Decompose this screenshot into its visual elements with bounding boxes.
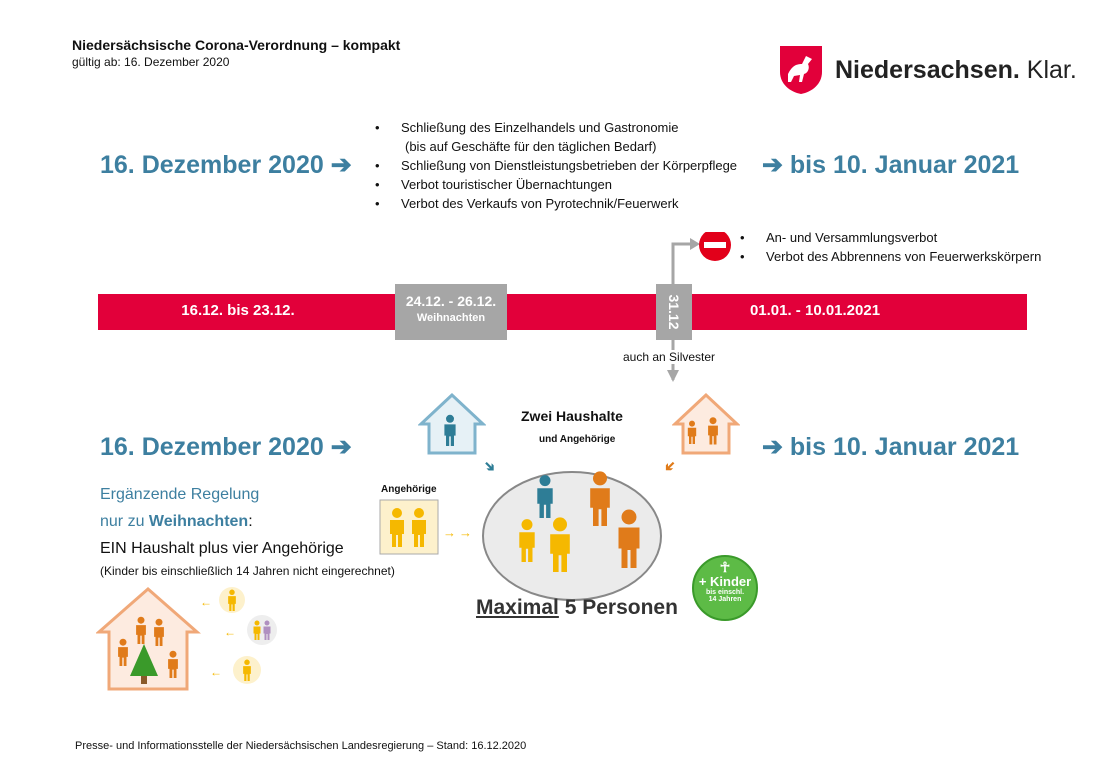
bullet: Verbot des Verkaufs von Pyrotechnik/Feue… [375, 194, 737, 213]
orange-household-icon [672, 392, 740, 455]
blue-household-icon [418, 392, 486, 455]
timeline-nye: 31.12 [656, 284, 692, 340]
logo-text: Niedersachsen. Klar. [835, 56, 1077, 85]
rule-bold: Weihnachten [148, 513, 249, 530]
arrow-right-icon: ➔ [330, 151, 352, 179]
bullet: Schließung von Dienstleistungsbetrieben … [375, 156, 737, 175]
bullet: An- und Versammlungsverbot [740, 228, 1041, 247]
silvester-bullets: An- und Versammlungsverbot Verbot des Ab… [740, 228, 1041, 266]
svg-text:←: ← [210, 665, 222, 679]
christmas-label: Weihnachten [416, 312, 486, 324]
row1-end-date: bis 10. Januar 2021 [789, 151, 1020, 179]
christmas-tree-icon [130, 644, 158, 676]
bullet: Verbot des Abbrennens von Feuerwerkskörp… [740, 247, 1041, 266]
nye-date: 31.12 [666, 294, 682, 330]
relatives-icon [379, 499, 439, 555]
rule-line1: Ergänzende Regelung [100, 486, 260, 503]
kids-sub1: bis einschl. [705, 589, 745, 596]
logo-claim: Klar. [1026, 56, 1077, 84]
row2-start-date: 16. Dezember 2020 [100, 433, 324, 461]
rule-line2: nur zu Weihnachten: [100, 513, 253, 531]
bullet: Schließung des Einzelhandels und Gastron… [375, 118, 737, 137]
footer: Presse- und Informationsstelle der Niede… [75, 740, 527, 752]
rule-suffix: : [248, 513, 253, 530]
kids-title: + Kinder [698, 574, 752, 589]
row1-bullets: Schließung des Einzelhandels und Gastron… [375, 118, 737, 213]
row2-end-date: bis 10. Januar 2021 [789, 433, 1020, 461]
row2-start: 16. Dezember 2020 ➔ [100, 432, 352, 462]
arrow-right-icon: ➔ [762, 433, 783, 461]
households-title: Zwei Haushalte [521, 408, 623, 424]
row1-start-date: 16. Dezember 2020 [100, 151, 324, 179]
max-persons: Maximal 5 Personen [476, 596, 678, 620]
gathering-ellipse [482, 471, 662, 601]
relatives-label: Angehörige [381, 484, 437, 495]
row2-end: ➔ bis 10. Januar 2021 [762, 432, 1019, 462]
timeline-seg3: 01.01. - 10.01.2021 [749, 302, 881, 319]
kids-sub2: 14 Jahren [708, 596, 742, 603]
logo-brand: Niedersachsen. [835, 56, 1020, 84]
kids-badge: ☥ + Kinder bis einschl. 14 Jahren [692, 555, 758, 621]
svg-text:←: ← [200, 595, 212, 609]
bullet-continuation: (bis auf Geschäfte für den täglichen Bed… [405, 139, 657, 154]
child-icon: ☥ [719, 559, 731, 575]
timeline-christmas: 24.12. - 26.12. Weihnachten [395, 284, 507, 340]
rule-line3: EIN Haushalt plus vier Angehörige [100, 540, 344, 557]
arrow-right-icon: ➔ [330, 433, 352, 461]
arrow-right-icon [690, 238, 700, 250]
row1-end: ➔ bis 10. Januar 2021 [762, 150, 1019, 180]
christmas-household-icon: ← ← ← [96, 587, 277, 691]
silvester-note: auch an Silvester [623, 350, 716, 364]
timeline-seg1: 16.12. bis 23.12. [181, 302, 295, 319]
valid-from: gültig ab: 16. Dezember 2020 [72, 55, 230, 69]
households-sub: und Angehörige [539, 434, 616, 445]
arrow-down-icon [667, 370, 679, 382]
rule-note: (Kinder bis einschließlich 14 Jahren nic… [100, 564, 395, 578]
christmas-dates: 24.12. - 26.12. [405, 293, 497, 309]
rule-prefix: nur zu [100, 513, 149, 530]
bullet: Verbot touristischer Übernachtungen [375, 175, 737, 194]
arrows-right-icon: →→ [443, 525, 475, 540]
arrow-right-icon: ➔ [762, 151, 783, 179]
max-underlined: Maximal [476, 596, 559, 619]
max-rest: 5 Personen [558, 596, 678, 619]
page-title: Niedersächsische Corona-Verordnung – kom… [72, 37, 401, 53]
saxony-horse-crest-icon [780, 46, 822, 94]
timeline-bar [98, 294, 1027, 330]
svg-text:←: ← [224, 625, 236, 639]
row1-start: 16. Dezember 2020 ➔ [100, 150, 352, 180]
